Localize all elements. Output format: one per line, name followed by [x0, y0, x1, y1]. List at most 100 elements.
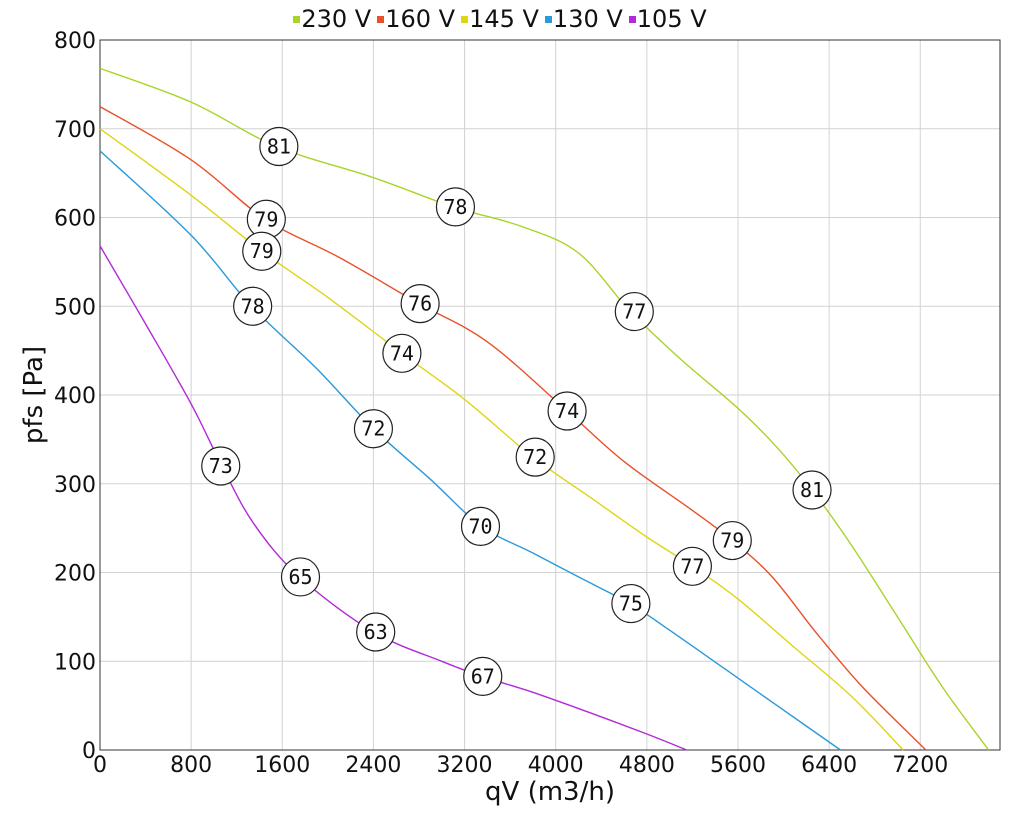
badge-circle [792, 470, 832, 510]
badge-circle [463, 656, 503, 696]
efficiency-badge: 77 [672, 546, 713, 586]
x-tick-label: 7200 [892, 753, 948, 778]
efficiency-badge: 78 [435, 187, 476, 227]
badge-label: 73 [209, 454, 233, 478]
efficiency-badge: 74 [547, 391, 587, 431]
y-tick-label: 500 [54, 295, 96, 320]
x-tick-label: 800 [170, 753, 212, 778]
badge-circle [614, 291, 654, 332]
legend-item-130-v: 130 V [544, 5, 623, 33]
badge-circle [280, 557, 321, 597]
badge-label: 81 [800, 478, 824, 502]
badge-label: 78 [241, 294, 265, 318]
badge-circle [242, 231, 282, 271]
badge-label: 79 [720, 529, 744, 553]
legend-item-145-v: 145 V [461, 5, 539, 33]
badge-circle [201, 446, 241, 486]
y-tick-label: 400 [54, 384, 96, 409]
badge-label: 74 [555, 399, 579, 423]
legend-swatch [544, 15, 552, 23]
efficiency-badge: 78 [233, 286, 273, 326]
badge-label: 79 [250, 239, 274, 263]
y-tick-label: 0 [82, 739, 96, 764]
badge-label: 65 [288, 565, 312, 589]
badge-label: 72 [523, 445, 547, 469]
badge-circle [353, 409, 394, 449]
badge-label: 75 [619, 592, 643, 616]
badge-circle [672, 546, 713, 586]
tick-labels: 0 800 1600 2400 3200 4000 4800 5600 6400 7200 0 100… [54, 29, 948, 778]
x-tick-label: 1600 [254, 753, 310, 778]
efficiency-badge: 79 [712, 520, 752, 561]
badge-circle [400, 283, 440, 324]
badge-label: 78 [443, 195, 467, 219]
badge-label: 72 [361, 417, 385, 441]
efficiency-badge: 77 [614, 291, 654, 332]
efficiency-badge: 79 [242, 231, 282, 271]
legend-swatch [628, 15, 636, 23]
efficiency-badge: 75 [611, 583, 651, 624]
efficiency-badge: 72 [353, 409, 394, 449]
badge-label: 77 [680, 554, 704, 578]
x-axis-title: qV (m3/h) [485, 777, 615, 807]
series-line-145-v [99, 128, 904, 751]
legend-label: 160 V [385, 5, 456, 33]
badge-circle [435, 187, 476, 227]
x-tick-label: 2400 [345, 753, 401, 778]
legend-label: 230 V [301, 5, 372, 33]
efficiency-badge: 81 [792, 470, 832, 510]
x-tick-label: 4800 [619, 753, 675, 778]
legend-swatch [293, 15, 301, 23]
efficiency-badge: 81 [259, 126, 299, 167]
x-tick-label: 5600 [710, 753, 766, 778]
legend-item-160-v: 160 V [377, 5, 455, 33]
efficiency-badge: 67 [463, 656, 503, 696]
efficiency-badge: 72 [515, 437, 555, 477]
badge-circle [382, 333, 422, 373]
badge-label: 74 [390, 341, 414, 365]
legend-item-105-v: 105 V [628, 5, 707, 33]
efficiency-badge: 74 [382, 333, 422, 373]
badge-circle [460, 506, 501, 546]
legend-swatch [461, 15, 469, 23]
efficiency-badge: 76 [400, 283, 440, 324]
badge-circle [547, 391, 587, 431]
badge-circle [356, 612, 396, 652]
badge-circle [233, 286, 273, 326]
efficiency-badge: 70 [460, 506, 501, 546]
efficiency-badge: 63 [356, 612, 396, 652]
badge-label: 81 [267, 135, 291, 159]
efficiency-badge: 79 [246, 199, 286, 239]
y-tick-label: 300 [54, 473, 96, 498]
badge-label: 63 [364, 620, 388, 644]
y-tick-label: 100 [54, 650, 96, 675]
x-tick-label: 4000 [528, 753, 584, 778]
legend-label: 145 V [469, 5, 539, 33]
badge-circle [611, 583, 651, 624]
efficiency-badge: 65 [280, 557, 321, 597]
badge-circle [515, 437, 555, 477]
plot-frame [99, 39, 1001, 751]
badge-circle [712, 520, 752, 561]
badge-label: 79 [254, 207, 278, 231]
y-tick-label: 200 [54, 562, 96, 587]
x-tick-label: 0 [93, 753, 107, 778]
y-tick-label: 800 [54, 29, 96, 54]
efficiency-badge: 73 [201, 446, 241, 486]
badge-label: 77 [622, 300, 646, 324]
legend-label: 105 V [636, 5, 707, 33]
legend-item-230-v: 230 V [293, 5, 371, 33]
badge-label: 76 [408, 292, 432, 316]
series-line-230-v [99, 67, 990, 751]
legend-label: 130 V [552, 5, 623, 33]
series-layer [99, 67, 990, 751]
y-axis-title: pfs [Pa] [19, 346, 49, 444]
badge-label: 67 [471, 664, 495, 688]
legend-swatch [377, 15, 385, 23]
efficiency-badges: 81 78 77 81 79 76 74 79 79 74 72 77 78 72 70 75 73 65 63 67 [201, 126, 832, 696]
series-line-105-v [99, 245, 687, 751]
x-tick-label: 3200 [437, 753, 493, 778]
y-tick-label: 700 [54, 118, 96, 143]
y-tick-label: 600 [54, 207, 96, 232]
